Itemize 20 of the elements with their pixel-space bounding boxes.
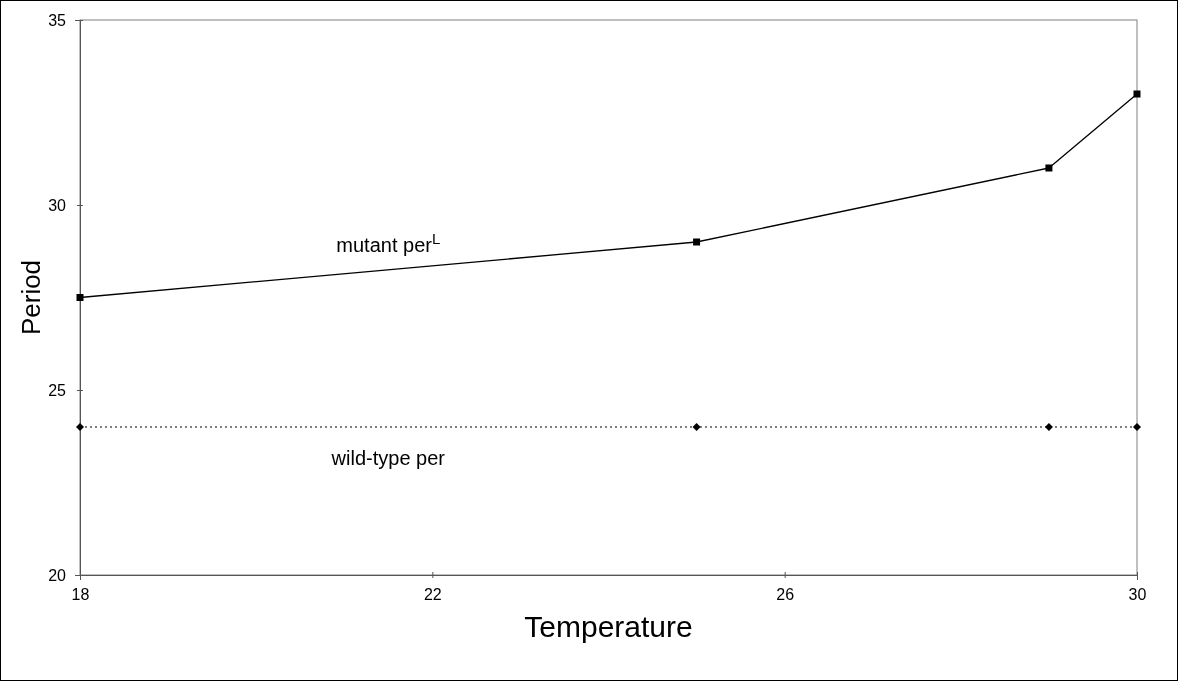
series-label: mutant per$^{L}$ [336, 229, 441, 256]
y-tick-label: 35 [48, 11, 67, 29]
point [1133, 423, 1141, 431]
x-tick-label: 26 [776, 586, 795, 604]
point [1045, 164, 1053, 172]
point [1133, 90, 1141, 98]
x-axis-title: Temperature [524, 610, 693, 643]
point [76, 294, 84, 301]
point [693, 238, 701, 246]
y-tick-label: 30 [48, 196, 67, 214]
series-label: wild-type per [330, 447, 446, 469]
y-tick-label: 20 [48, 566, 67, 584]
x-tick-label: 30 [1128, 586, 1147, 604]
point [76, 423, 84, 431]
x-tick-label: 22 [423, 586, 442, 604]
point [692, 423, 701, 431]
x-tick-label: 18 [71, 586, 90, 604]
y-axis-title: Period [16, 259, 46, 336]
point [1044, 423, 1053, 431]
y-tick-label: 25 [48, 381, 67, 399]
